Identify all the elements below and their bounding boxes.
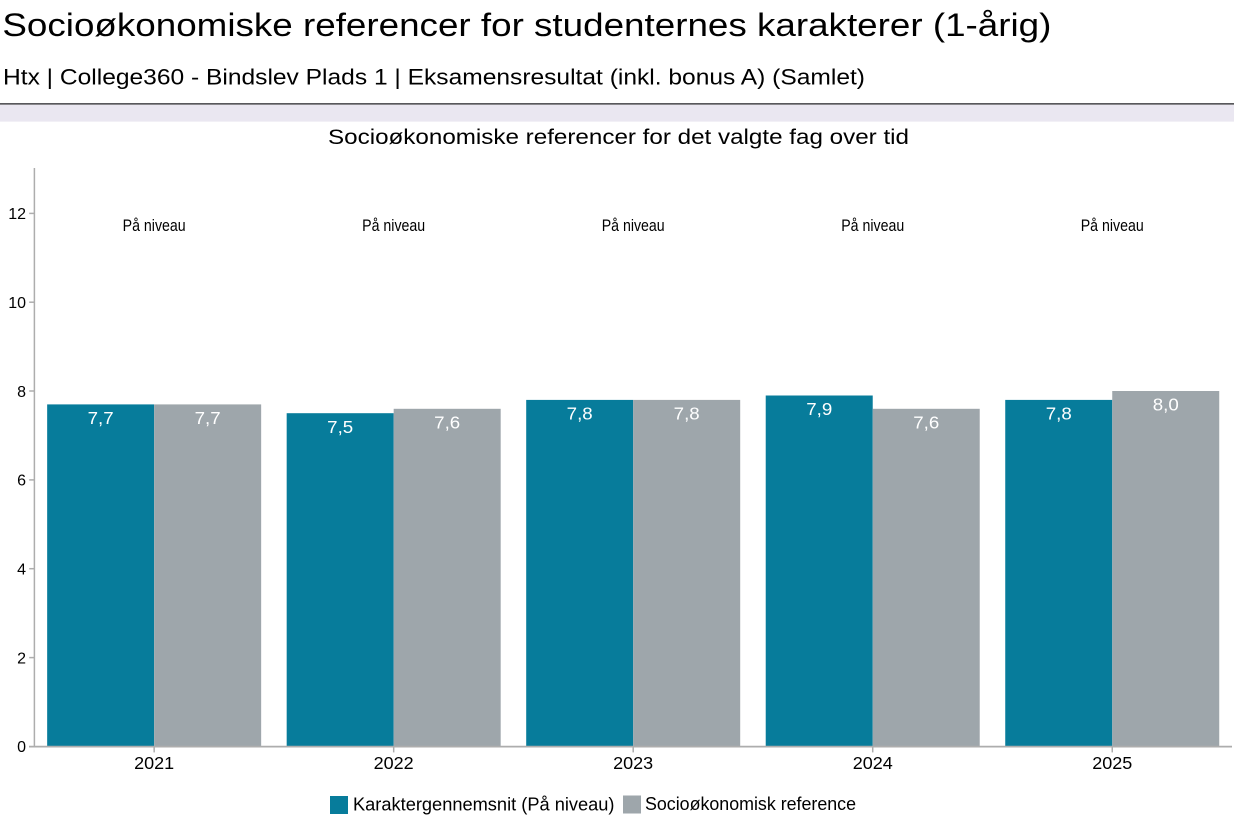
svg-text:Socioøkonomiske referencer for: Socioøkonomiske referencer for det valgt… bbox=[328, 126, 909, 149]
svg-text:På niveau: På niveau bbox=[1081, 217, 1144, 235]
svg-text:2022: 2022 bbox=[374, 753, 414, 773]
svg-text:7,7: 7,7 bbox=[88, 408, 114, 428]
svg-text:6: 6 bbox=[17, 473, 26, 490]
svg-text:2: 2 bbox=[17, 650, 26, 667]
svg-text:7,7: 7,7 bbox=[195, 408, 221, 428]
svg-text:På niveau: På niveau bbox=[841, 217, 904, 235]
svg-text:7,8: 7,8 bbox=[1046, 404, 1072, 424]
svg-text:7,5: 7,5 bbox=[327, 417, 353, 437]
svg-text:Socioøkonomisk reference: Socioøkonomisk reference bbox=[645, 793, 856, 814]
svg-text:0: 0 bbox=[17, 739, 26, 756]
svg-text:På niveau: På niveau bbox=[123, 217, 186, 235]
svg-text:2025: 2025 bbox=[1092, 753, 1132, 773]
svg-text:7,8: 7,8 bbox=[567, 404, 593, 424]
svg-text:2024: 2024 bbox=[853, 753, 893, 773]
svg-text:7,9: 7,9 bbox=[806, 399, 832, 419]
svg-text:2023: 2023 bbox=[613, 753, 653, 773]
svg-text:2021: 2021 bbox=[134, 753, 174, 773]
svg-text:8: 8 bbox=[17, 384, 26, 401]
svg-text:10: 10 bbox=[8, 295, 26, 312]
svg-text:12: 12 bbox=[8, 206, 26, 223]
svg-text:Htx | College360 - Bindslev Pl: Htx | College360 - Bindslev Plads 1 | Ek… bbox=[3, 64, 865, 89]
svg-text:7,6: 7,6 bbox=[434, 412, 460, 432]
svg-text:Karaktergennemsnit (På niveau): Karaktergennemsnit (På niveau) bbox=[353, 794, 615, 815]
svg-text:7,6: 7,6 bbox=[913, 412, 939, 432]
svg-text:Socioøkonomiske referencer for: Socioøkonomiske referencer for studenter… bbox=[2, 7, 1051, 43]
svg-text:7,8: 7,8 bbox=[674, 404, 700, 424]
svg-text:4: 4 bbox=[17, 562, 26, 579]
svg-text:På niveau: På niveau bbox=[362, 217, 425, 235]
svg-text:På niveau: På niveau bbox=[602, 217, 665, 235]
svg-text:8,0: 8,0 bbox=[1153, 395, 1179, 415]
